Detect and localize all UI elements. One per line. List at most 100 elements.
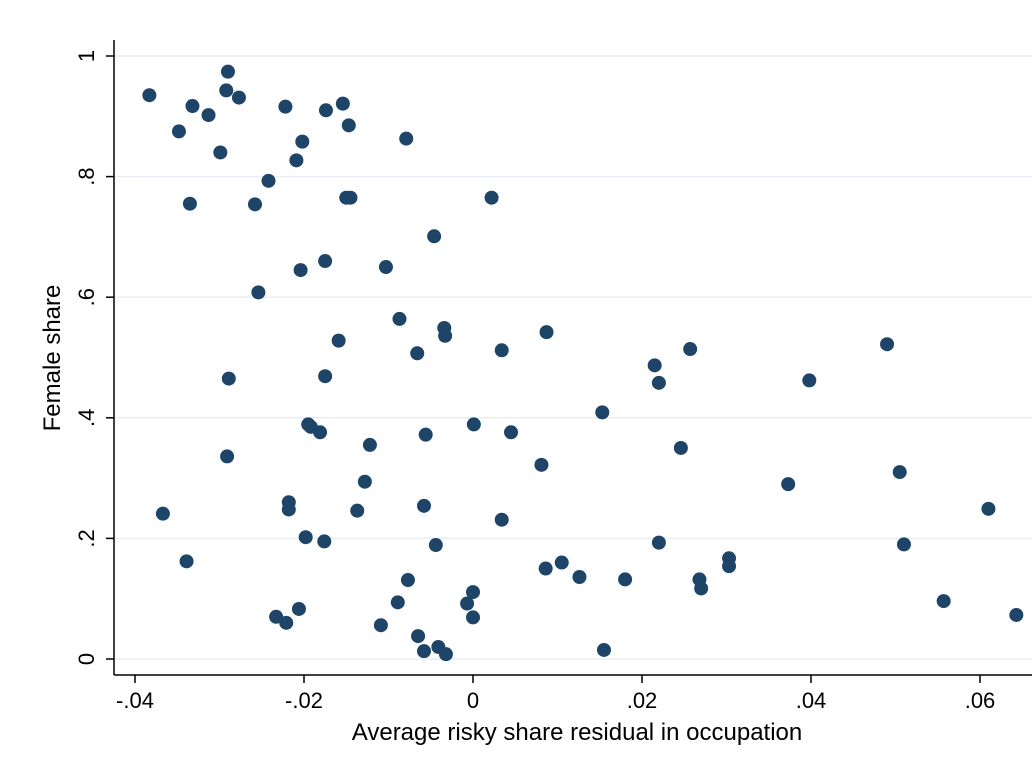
data-point (880, 337, 895, 352)
y-tick-label: .2 (74, 529, 99, 547)
data-points (142, 64, 1024, 662)
data-point (331, 333, 346, 348)
data-point (318, 254, 333, 269)
data-point (399, 131, 414, 146)
data-point (213, 145, 228, 160)
data-point (416, 498, 431, 513)
data-point (484, 190, 499, 205)
data-point (182, 196, 197, 211)
data-point (341, 118, 356, 133)
data-point (438, 647, 453, 662)
data-point (289, 153, 304, 168)
data-point (411, 629, 426, 644)
y-tick-label: 1 (74, 50, 99, 62)
data-point (219, 83, 234, 98)
data-point (428, 538, 443, 553)
y-axis-title: Female share (39, 285, 66, 432)
data-point (466, 610, 480, 625)
data-point (400, 573, 415, 588)
axes: 0 .2 .4 .6 .8 1 -.04 -.02 0 .02 .04 .06 (74, 40, 1032, 713)
data-point (350, 503, 365, 518)
data-point (494, 343, 509, 358)
data-point (293, 263, 308, 278)
data-point (466, 585, 480, 600)
data-point (378, 260, 393, 275)
data-point (318, 103, 333, 118)
data-point (179, 554, 194, 569)
data-point (651, 375, 666, 390)
data-point (247, 197, 262, 212)
data-point (373, 618, 388, 633)
x-tick-label: 0 (467, 688, 479, 713)
x-axis-title: Average risky share residual in occupati… (352, 719, 802, 746)
data-point (317, 534, 332, 549)
data-point (155, 506, 170, 521)
data-point (494, 512, 509, 527)
data-point (220, 64, 235, 79)
data-point (171, 124, 186, 139)
data-point (539, 325, 554, 340)
x-tick-label: .04 (796, 688, 827, 713)
data-point (673, 440, 688, 455)
data-point (343, 190, 358, 205)
data-point (279, 615, 294, 630)
data-point (896, 537, 911, 552)
data-point (418, 427, 433, 442)
data-point (694, 581, 709, 596)
data-point (251, 285, 266, 300)
data-point (335, 96, 350, 111)
x-tick-label: -.02 (285, 688, 323, 713)
data-point (318, 369, 333, 384)
x-tick-label: .02 (627, 688, 658, 713)
data-point (416, 644, 431, 659)
data-point (651, 535, 666, 550)
data-point (534, 457, 549, 472)
data-point (802, 373, 817, 388)
data-point (722, 559, 737, 574)
data-point (201, 108, 216, 123)
data-point (647, 358, 662, 373)
data-point (291, 601, 306, 616)
data-point (892, 465, 907, 480)
data-point (618, 572, 633, 587)
data-point (981, 501, 996, 516)
data-point (460, 596, 475, 611)
data-point (298, 530, 313, 545)
data-point (1009, 607, 1024, 622)
y-tick-label: .6 (74, 288, 99, 306)
data-point (438, 328, 453, 343)
data-point (295, 134, 310, 149)
data-point (427, 229, 442, 244)
x-tick-label: -.04 (116, 688, 154, 713)
data-point (231, 90, 246, 105)
data-point (269, 609, 284, 624)
data-point (313, 425, 328, 440)
data-point (466, 417, 481, 432)
data-point (683, 342, 698, 357)
data-point (221, 371, 236, 386)
y-tick-label: .4 (74, 409, 99, 427)
data-point (390, 595, 405, 610)
data-point (781, 477, 796, 492)
data-point (538, 561, 553, 576)
y-tick-label: .8 (74, 167, 99, 185)
data-point (142, 88, 157, 103)
data-point (357, 474, 372, 489)
data-point (261, 173, 276, 188)
data-point (504, 425, 519, 440)
data-point (554, 555, 569, 570)
data-point (936, 594, 951, 609)
data-point (596, 642, 611, 657)
grid-lines (114, 55, 1032, 660)
data-point (278, 99, 293, 114)
y-tick-label: 0 (74, 653, 99, 665)
data-point (281, 502, 296, 517)
data-point (362, 437, 377, 452)
data-point (595, 405, 610, 420)
data-point (220, 449, 235, 464)
x-tick-label: .06 (965, 688, 996, 713)
data-point (392, 311, 407, 326)
data-point (185, 99, 200, 114)
